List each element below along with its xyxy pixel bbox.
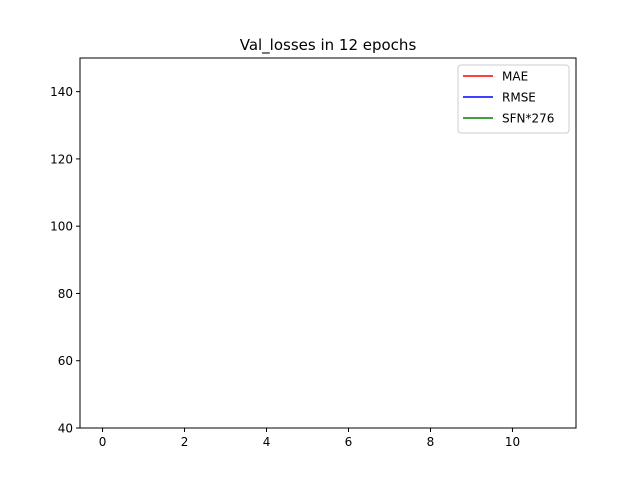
x-tick-label: 6 bbox=[345, 435, 353, 449]
legend-label: RMSE bbox=[502, 91, 536, 105]
chart-title: Val_losses in 12 epochs bbox=[240, 36, 417, 55]
x-axis-ticks: 0 2 4 6 8 10 bbox=[99, 428, 520, 449]
x-tick-label: 10 bbox=[505, 435, 520, 449]
y-tick-label: 120 bbox=[50, 152, 73, 166]
y-axis-ticks: 40 60 80 100 120 140 bbox=[50, 85, 80, 436]
x-tick-label: 0 bbox=[99, 435, 107, 449]
legend: MAE RMSE SFN*276 bbox=[457, 64, 570, 134]
x-tick-label: 2 bbox=[181, 435, 189, 449]
y-tick-label: 60 bbox=[58, 354, 73, 368]
y-tick-label: 100 bbox=[50, 220, 73, 234]
legend-label: MAE bbox=[502, 70, 528, 84]
y-tick-label: 140 bbox=[50, 85, 73, 99]
x-tick-label: 8 bbox=[427, 435, 435, 449]
x-tick-label: 4 bbox=[263, 435, 271, 449]
y-tick-label: 80 bbox=[58, 287, 73, 301]
legend-box bbox=[457, 64, 570, 134]
legend-label: SFN*276 bbox=[502, 112, 554, 126]
y-tick-label: 40 bbox=[58, 422, 73, 436]
